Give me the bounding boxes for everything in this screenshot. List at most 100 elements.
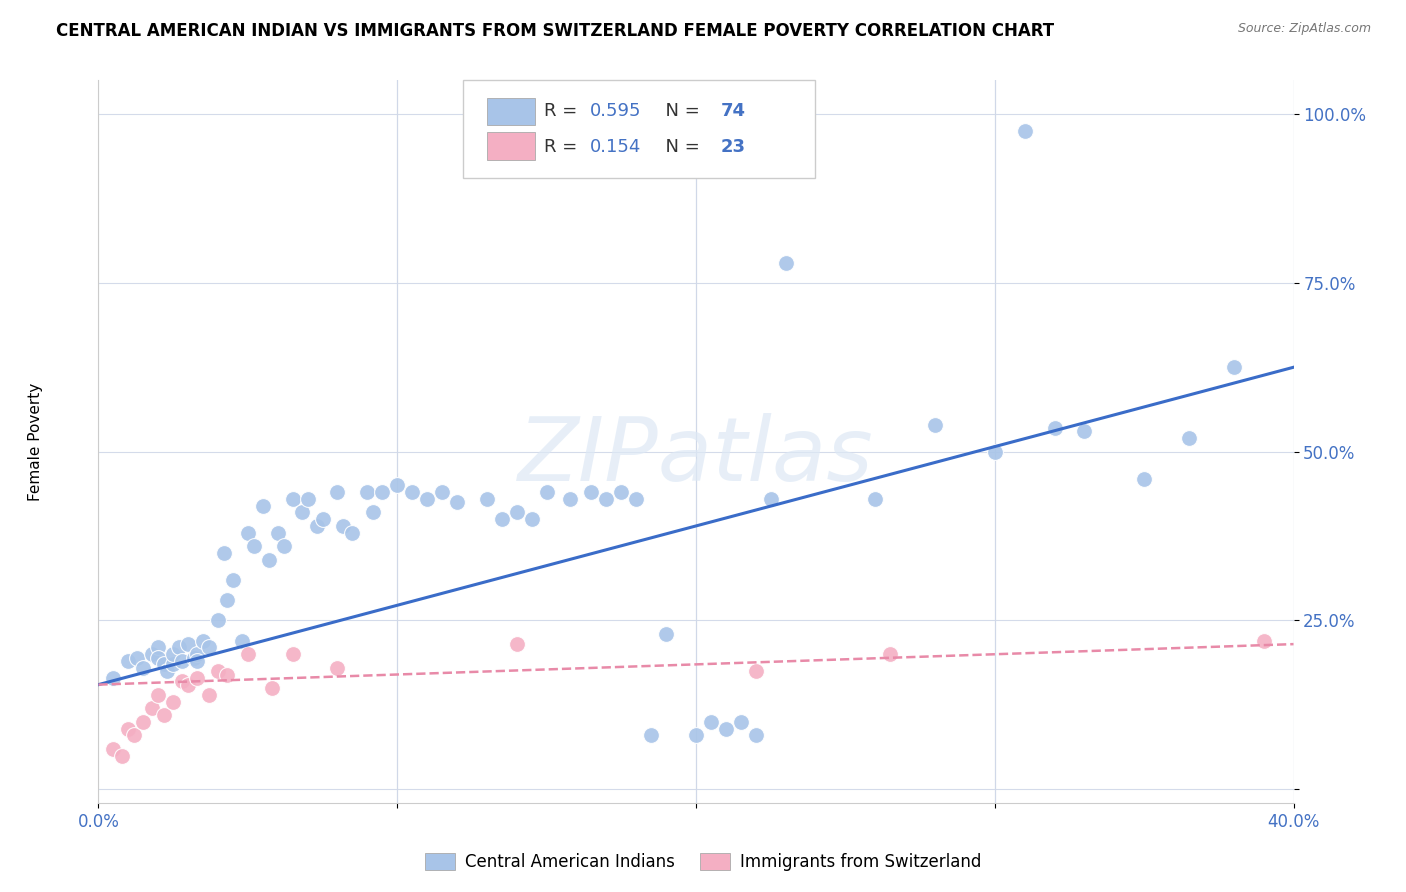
Point [506, 505, 529, 519]
Point [167, 640, 190, 655]
Point [560, 491, 582, 506]
Point [162, 647, 184, 661]
Point [117, 654, 139, 668]
Point [156, 664, 179, 678]
Point [326, 661, 349, 675]
Point [153, 708, 176, 723]
Point [153, 657, 176, 672]
Point [186, 671, 208, 685]
Point [745, 664, 768, 678]
Text: Source: ZipAtlas.com: Source: ZipAtlas.com [1237, 22, 1371, 36]
Point [198, 640, 221, 655]
Point [745, 728, 768, 742]
Point [1043, 421, 1066, 435]
Point [305, 519, 328, 533]
Point [311, 512, 333, 526]
Point [236, 525, 259, 540]
Point [207, 664, 229, 678]
Point [326, 485, 349, 500]
Point [257, 552, 280, 566]
Point [236, 647, 259, 661]
Point [1073, 425, 1095, 439]
Point [714, 722, 737, 736]
Text: 23: 23 [721, 138, 747, 156]
Text: 0.595: 0.595 [589, 103, 641, 120]
FancyBboxPatch shape [486, 97, 534, 125]
Point [401, 485, 423, 500]
Text: 74: 74 [721, 103, 747, 120]
Point [148, 688, 170, 702]
Point [291, 505, 314, 519]
Point [371, 485, 394, 500]
Point [1223, 360, 1246, 375]
Point [252, 499, 274, 513]
Text: N =: N = [654, 138, 706, 156]
Point [148, 650, 170, 665]
Legend: Central American Indians, Immigrants from Switzerland: Central American Indians, Immigrants fro… [416, 845, 990, 880]
Point [243, 539, 266, 553]
Point [281, 647, 304, 661]
Point [297, 491, 319, 506]
Point [148, 640, 170, 655]
Point [430, 485, 453, 500]
Point [117, 722, 139, 736]
Point [177, 637, 200, 651]
Point [186, 647, 208, 661]
Point [655, 627, 678, 641]
Text: 0.154: 0.154 [589, 138, 641, 156]
Point [172, 674, 194, 689]
FancyBboxPatch shape [463, 80, 815, 178]
Point [177, 678, 200, 692]
Point [111, 748, 134, 763]
Text: ZIPatlas: ZIPatlas [519, 413, 873, 499]
Point [506, 637, 529, 651]
Text: N =: N = [654, 103, 706, 120]
Point [231, 633, 253, 648]
Point [127, 650, 149, 665]
Point [222, 573, 245, 587]
Point [191, 633, 214, 648]
Point [183, 650, 205, 665]
Point [865, 491, 887, 506]
Point [141, 701, 163, 715]
Y-axis label: Female Poverty: Female Poverty [28, 383, 42, 500]
Point [730, 714, 752, 729]
Point [700, 714, 723, 729]
Point [162, 694, 184, 708]
Point [132, 714, 155, 729]
Point [759, 491, 782, 506]
Point [595, 491, 617, 506]
Point [363, 505, 385, 519]
Point [984, 444, 1007, 458]
Point [536, 485, 558, 500]
Point [260, 681, 283, 695]
Point [273, 539, 295, 553]
Point [141, 647, 163, 661]
Point [491, 512, 513, 526]
Point [1253, 633, 1275, 648]
Point [172, 654, 194, 668]
Point [356, 485, 378, 500]
Point [215, 593, 238, 607]
Point [132, 661, 155, 675]
Point [162, 657, 184, 672]
Point [879, 647, 901, 661]
Point [198, 688, 221, 702]
Point [124, 728, 146, 742]
Text: R =: R = [544, 138, 583, 156]
Point [281, 491, 304, 506]
Point [626, 491, 648, 506]
Point [475, 491, 498, 506]
Point [103, 741, 125, 756]
Text: R =: R = [544, 103, 583, 120]
Point [640, 728, 662, 742]
Point [685, 728, 707, 742]
Point [267, 525, 290, 540]
Point [1133, 472, 1156, 486]
Point [103, 671, 125, 685]
Point [342, 525, 364, 540]
Point [1014, 124, 1036, 138]
Point [215, 667, 238, 681]
Point [610, 485, 633, 500]
Point [385, 478, 409, 492]
